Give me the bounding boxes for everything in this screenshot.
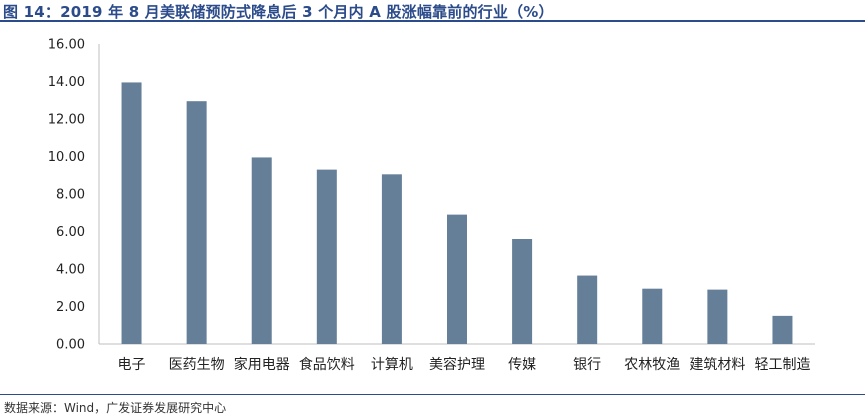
source-bar: 数据来源：Wind，广发证券发展研究中心: [0, 394, 865, 419]
x-tick-label: 食品饮料: [299, 356, 355, 373]
y-tick-label: 10.00: [48, 150, 85, 165]
bar: [577, 275, 598, 344]
chart-container: 16.00 14.00 12.00 10.00 8.00 6.00 4.00 2.00 0.00…: [0, 22, 865, 392]
x-axis: 电子 医药生物 家用电器 食品饮料 计算机 美容护理 传媒 银行 农林牧渔 建筑材料 轻工制造: [99, 343, 815, 373]
source-note: 数据来源：Wind，广发证券发展研究中心: [4, 401, 227, 415]
bar: [381, 174, 402, 344]
x-tick-label: 轻工制造: [754, 357, 810, 373]
bar-series: [121, 82, 793, 344]
y-tick-label: 14.00: [48, 75, 85, 90]
y-tick-label: 8.00: [56, 188, 85, 203]
x-tick-label: 银行: [573, 357, 601, 373]
y-tick-label: 0.00: [56, 338, 85, 353]
bar: [642, 288, 663, 344]
x-tick-label: 美容护理: [429, 356, 485, 373]
x-tick-label: 计算机: [371, 357, 413, 373]
y-tick-label: 12.00: [48, 113, 85, 128]
x-tick-group: 电子 医药生物 家用电器 食品饮料 计算机 美容护理 传媒 银行 农林牧渔 建筑材料 轻工制造: [118, 356, 811, 373]
y-tick-label: 2.00: [56, 300, 85, 315]
bar: [707, 289, 728, 344]
x-tick-label: 医药生物: [169, 357, 225, 373]
x-tick-label: 建筑材料: [689, 357, 745, 373]
y-tick-label: 6.00: [56, 225, 85, 240]
bar: [772, 315, 793, 344]
y-tick-label: 4.00: [56, 263, 85, 278]
y-tick-group: 16.00 14.00 12.00 10.00 8.00 6.00 4.00 2.00 0.00: [48, 38, 85, 353]
y-tick-label: 16.00: [48, 38, 85, 53]
bar: [186, 101, 207, 344]
x-tick-label: 农林牧渔: [624, 357, 680, 373]
y-axis: 16.00 14.00 12.00 10.00 8.00 6.00 4.00 2.00 0.00: [48, 38, 100, 353]
bar: [121, 82, 142, 344]
figure-title-bar: 图 14：2019 年 8 月美联储预防式降息后 3 个月内 A 股涨幅靠前的行…: [0, 0, 865, 22]
bar: [251, 157, 272, 344]
x-tick-label: 家用电器: [234, 356, 290, 373]
figure-title: 图 14：2019 年 8 月美联储预防式降息后 3 个月内 A 股涨幅靠前的行…: [3, 3, 554, 21]
bar: [447, 214, 467, 344]
bar: [512, 239, 533, 344]
x-tick-label: 传媒: [508, 357, 536, 373]
bar-chart: 16.00 14.00 12.00 10.00 8.00 6.00 4.00 2.00 0.00…: [48, 38, 815, 373]
x-tick-label: 电子: [118, 357, 146, 373]
bar: [316, 169, 337, 344]
